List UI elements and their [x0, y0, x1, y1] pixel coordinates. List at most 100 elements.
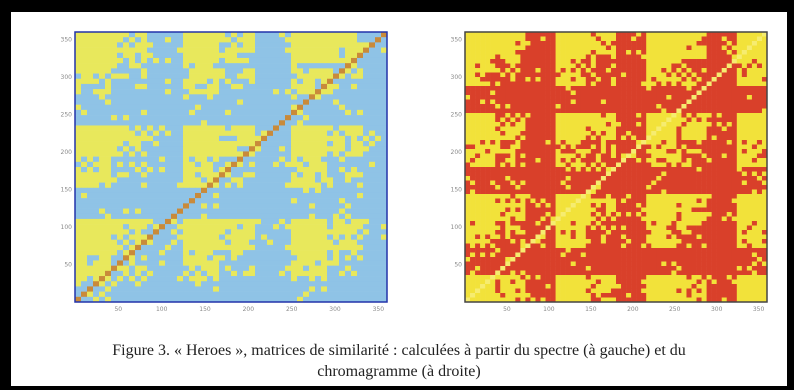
- matrix-cell: [651, 140, 657, 145]
- matrix-cell: [555, 90, 561, 96]
- matrix-cell: [363, 89, 370, 95]
- matrix-cell: [731, 81, 738, 87]
- matrix-cell: [585, 32, 592, 37]
- matrix-cell: [736, 140, 743, 145]
- matrix-cell: [357, 187, 364, 194]
- matrix-cell: [243, 182, 250, 189]
- matrix-cell: [716, 180, 722, 186]
- matrix-cell: [219, 187, 226, 194]
- matrix-cell: [117, 250, 124, 256]
- matrix-cell: [363, 203, 370, 209]
- matrix-cell: [135, 203, 142, 209]
- matrix-cell: [751, 59, 758, 64]
- matrix-cell: [530, 162, 536, 168]
- matrix-cell: [81, 265, 88, 272]
- matrix-cell: [490, 185, 496, 190]
- matrix-cell: [676, 41, 682, 46]
- matrix-cell: [93, 187, 100, 194]
- matrix-cell: [339, 234, 346, 240]
- matrix-cell: [631, 185, 637, 190]
- matrix-cell: [580, 176, 587, 181]
- matrix-cell: [225, 125, 232, 131]
- matrix-cell: [691, 180, 697, 186]
- matrix-cell: [81, 198, 88, 204]
- matrix-cell: [545, 95, 551, 100]
- matrix-cell: [279, 218, 286, 225]
- matrix-cell: [741, 149, 748, 154]
- matrix-cell: [741, 90, 748, 96]
- matrix-cell: [171, 244, 178, 251]
- matrix-cell: [495, 86, 501, 91]
- matrix-cell: [540, 158, 546, 163]
- matrix-cell: [565, 140, 571, 145]
- matrix-cell: [207, 151, 214, 157]
- x-tick-label: 350: [373, 306, 385, 313]
- matrix-cell: [711, 41, 717, 46]
- matrix-cell: [580, 122, 587, 127]
- matrix-cell: [165, 198, 172, 204]
- matrix-cell: [631, 63, 637, 69]
- matrix-cell: [706, 167, 712, 172]
- matrix-cell: [123, 192, 130, 199]
- matrix-cell: [741, 122, 748, 127]
- matrix-cell: [219, 161, 226, 168]
- matrix-cell: [165, 172, 172, 178]
- matrix-cell: [243, 291, 250, 298]
- matrix-cell: [646, 108, 652, 114]
- matrix-cell: [207, 99, 214, 105]
- matrix-cell: [189, 78, 196, 85]
- matrix-cell: [495, 171, 501, 177]
- matrix-cell: [525, 117, 531, 123]
- matrix-cell: [641, 86, 647, 91]
- matrix-cell: [279, 78, 286, 85]
- matrix-cell: [500, 135, 506, 141]
- matrix-cell: [560, 36, 566, 42]
- matrix-cell: [201, 255, 208, 261]
- matrix-cell: [575, 162, 582, 168]
- matrix-cell: [261, 192, 268, 199]
- matrix-cell: [636, 171, 642, 177]
- matrix-cell: [309, 120, 316, 126]
- matrix-cell: [147, 63, 154, 69]
- matrix-cell: [470, 180, 476, 186]
- matrix-cell: [686, 126, 692, 132]
- matrix-cell: [303, 63, 310, 69]
- matrix-cell: [141, 177, 148, 183]
- matrix-cell: [171, 109, 178, 116]
- matrix-cell: [153, 115, 160, 121]
- matrix-cell: [716, 131, 722, 136]
- matrix-cell: [575, 126, 582, 132]
- matrix-cell: [595, 72, 602, 78]
- matrix-cell: [691, 36, 697, 42]
- matrix-cell: [580, 95, 587, 100]
- matrix-cell: [129, 281, 136, 287]
- matrix-cell: [751, 180, 758, 186]
- matrix-cell: [177, 229, 184, 235]
- matrix-cell: [165, 156, 172, 163]
- matrix-cell: [111, 161, 118, 168]
- matrix-cell: [600, 126, 607, 132]
- matrix-cell: [135, 265, 142, 272]
- matrix-cell: [357, 270, 364, 277]
- matrix-cell: [666, 54, 672, 60]
- matrix-cell: [485, 86, 491, 91]
- matrix-cell: [570, 113, 577, 118]
- matrix-cell: [123, 229, 130, 235]
- matrix-cell: [495, 140, 501, 145]
- matrix-cell: [465, 126, 471, 132]
- matrix-cell: [249, 130, 256, 137]
- matrix-cell: [339, 73, 346, 80]
- matrix-cell: [357, 151, 364, 157]
- matrix-cell: [75, 104, 82, 111]
- matrix-cell: [716, 140, 722, 145]
- matrix-cell: [363, 99, 370, 105]
- matrix-cell: [75, 78, 82, 85]
- matrix-cell: [273, 276, 280, 282]
- matrix-cell: [279, 229, 286, 235]
- matrix-cell: [565, 153, 571, 159]
- matrix-cell: [201, 57, 208, 64]
- matrix-cell: [273, 161, 280, 168]
- matrix-cell: [351, 281, 358, 287]
- matrix-cell: [480, 185, 486, 190]
- matrix-cell: [123, 260, 130, 266]
